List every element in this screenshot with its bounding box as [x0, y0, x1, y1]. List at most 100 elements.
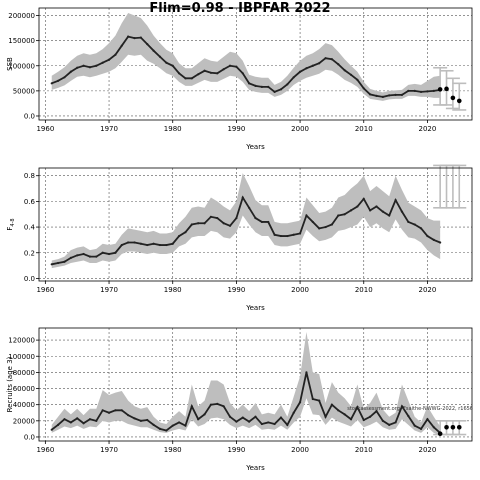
y-tick-label: 100000	[8, 353, 35, 361]
y-tick-label: 0.8	[24, 172, 35, 180]
y-tick-label: 0.6	[24, 198, 36, 206]
y-axis-label: Recruits (age 3)	[6, 356, 14, 412]
data-point	[241, 72, 244, 75]
data-point	[88, 418, 92, 421]
x-tick-label: 2020	[419, 125, 437, 133]
confidence-band	[51, 332, 441, 436]
data-point	[286, 234, 289, 238]
data-point	[298, 232, 302, 235]
data-point	[197, 73, 200, 76]
data-point	[235, 216, 238, 220]
data-point	[139, 242, 142, 245]
data-point	[184, 77, 187, 80]
data-point	[369, 93, 372, 96]
forecast-point	[450, 95, 456, 101]
data-point	[337, 409, 340, 412]
data-point	[413, 89, 416, 92]
data-point	[279, 234, 283, 238]
data-point	[146, 418, 149, 422]
forecast-point	[444, 424, 449, 430]
data-point	[171, 424, 174, 427]
data-point	[190, 405, 193, 408]
data-point	[165, 61, 168, 64]
data-point	[419, 427, 423, 430]
x-tick-label: 2000	[291, 286, 309, 294]
data-point	[413, 223, 416, 226]
data-point	[298, 70, 302, 73]
data-point	[273, 233, 276, 236]
x-tick-label: 1960	[36, 125, 54, 133]
y-tick-label: 0.0	[24, 433, 35, 441]
data-point	[362, 197, 365, 200]
data-point	[318, 227, 321, 230]
data-point	[432, 238, 435, 242]
data-point	[343, 213, 346, 216]
x-tick-label: 1960	[36, 286, 54, 294]
chart-title: Flim=0.98 - IBPFAR 2022	[149, 1, 330, 16]
data-point	[203, 69, 206, 72]
data-point	[343, 69, 346, 72]
data-point	[375, 94, 378, 97]
data-point	[318, 62, 321, 65]
x-axis-label: Years	[245, 143, 265, 151]
data-point	[267, 421, 270, 424]
data-point	[190, 77, 193, 80]
data-point	[254, 216, 257, 220]
forecast-point	[456, 424, 462, 430]
panel-2: 1960 1970 1980 1990 2000 2010 2020 0.0 0.2 0.4 0.6…	[6, 164, 473, 312]
estimate-line	[51, 195, 441, 266]
forecast-point	[437, 87, 443, 92]
x-tick-label: 2010	[355, 286, 373, 294]
data-point	[324, 57, 327, 60]
data-point	[381, 95, 384, 98]
data-point	[362, 87, 365, 90]
data-point	[381, 210, 384, 213]
data-point	[419, 227, 423, 230]
data-point	[88, 255, 92, 258]
data-point	[413, 424, 416, 427]
data-point	[388, 94, 391, 97]
data-point	[76, 417, 79, 420]
data-point	[95, 64, 98, 67]
y-tick-label: 80000	[13, 369, 35, 377]
forecast-point	[456, 98, 462, 104]
data-point	[369, 415, 372, 418]
data-point	[101, 61, 104, 64]
data-point	[88, 66, 92, 69]
data-point	[146, 243, 149, 247]
data-point	[228, 415, 232, 418]
forecast-point	[444, 86, 449, 92]
data-point	[330, 403, 334, 406]
y-tick-label: 150000	[8, 37, 35, 45]
data-point	[63, 260, 66, 263]
x-tick-label: 2000	[291, 125, 309, 133]
x-tick-label: 2010	[355, 125, 373, 133]
data-point	[209, 215, 213, 218]
data-point	[158, 427, 162, 430]
data-point	[76, 254, 79, 257]
y-axis-label-text: SSB	[6, 57, 14, 71]
data-point	[190, 223, 193, 226]
x-tick-label: 1960	[36, 446, 54, 454]
data-point	[69, 70, 72, 73]
data-point	[305, 214, 308, 217]
data-point	[171, 242, 174, 245]
data-point	[235, 65, 238, 68]
data-point	[273, 422, 276, 426]
data-point	[63, 418, 66, 421]
data-point	[311, 220, 314, 224]
data-point	[114, 409, 117, 412]
data-point	[101, 409, 104, 412]
x-tick-label: 1990	[227, 446, 245, 454]
data-point	[394, 421, 397, 424]
data-point	[286, 423, 289, 426]
x-tick-label: 2000	[291, 446, 309, 454]
data-point	[114, 53, 117, 56]
data-point	[286, 83, 289, 86]
forecast-point	[437, 431, 443, 437]
y-tick-label: 0.0	[24, 275, 35, 283]
data-point	[400, 210, 404, 213]
x-tick-label: 1970	[100, 286, 118, 294]
data-point	[248, 82, 251, 85]
data-point	[133, 37, 136, 40]
